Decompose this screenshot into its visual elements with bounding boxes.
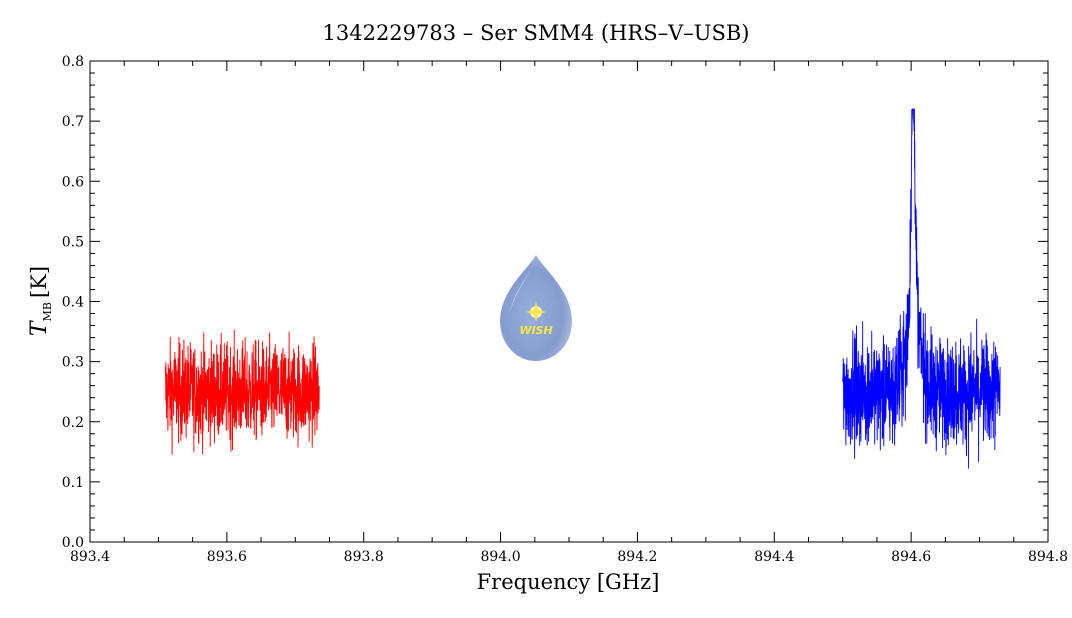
- series-line-1: [164, 330, 320, 455]
- x-tick-label: 893.6: [207, 549, 247, 565]
- series-group: [164, 108, 1001, 469]
- y-tick-label: 0.8: [62, 54, 84, 70]
- y-axis-unit: [K]: [27, 266, 51, 298]
- x-tick-label: 893.4: [70, 549, 110, 565]
- y-tick-label: 0.7: [62, 114, 84, 130]
- y-axis-subscript: MB: [41, 302, 54, 321]
- x-tick-label: 894.6: [891, 549, 931, 565]
- x-axis-label: Frequency [GHz]: [477, 570, 660, 594]
- plot-frame: [89, 60, 1049, 543]
- x-tick-label: 894.8: [1028, 549, 1068, 565]
- series-line-2: [842, 108, 1001, 469]
- x-tick-labels: 893.4 893.6 893.8 894.0 894.2 894.4 894.6 894.8: [70, 549, 1068, 565]
- axis-ticks: [89, 60, 1049, 543]
- y-axis-label: TMB [K]: [27, 266, 54, 336]
- y-tick-label: 0.6: [62, 174, 84, 190]
- y-tick-label: 0.1: [62, 475, 84, 491]
- y-tick-label: 0.4: [62, 295, 84, 311]
- x-tick-label: 893.8: [344, 549, 384, 565]
- chart-title: 1342229783 – Ser SMM4 (HRS–V–USB): [323, 21, 750, 45]
- y-tick-label: 0.5: [62, 234, 84, 250]
- y-tick-label: 0.0: [62, 535, 84, 551]
- x-tick-label: 894.0: [481, 549, 521, 565]
- x-tick-label: 894.2: [617, 549, 657, 565]
- y-axis-symbol: T: [27, 319, 52, 336]
- svg-text:TMB[K]: TMB [K]: [27, 266, 54, 336]
- wish-logo: WISH: [500, 255, 572, 361]
- y-tick-labels: 0.0 0.1 0.2 0.3 0.4 0.5 0.6 0.7 0.8: [62, 54, 84, 551]
- logo-text: WISH: [519, 324, 552, 337]
- star-icon: [526, 302, 546, 322]
- x-tick-label: 894.4: [754, 549, 794, 565]
- y-tick-label: 0.2: [62, 415, 84, 431]
- y-tick-label: 0.3: [62, 355, 84, 371]
